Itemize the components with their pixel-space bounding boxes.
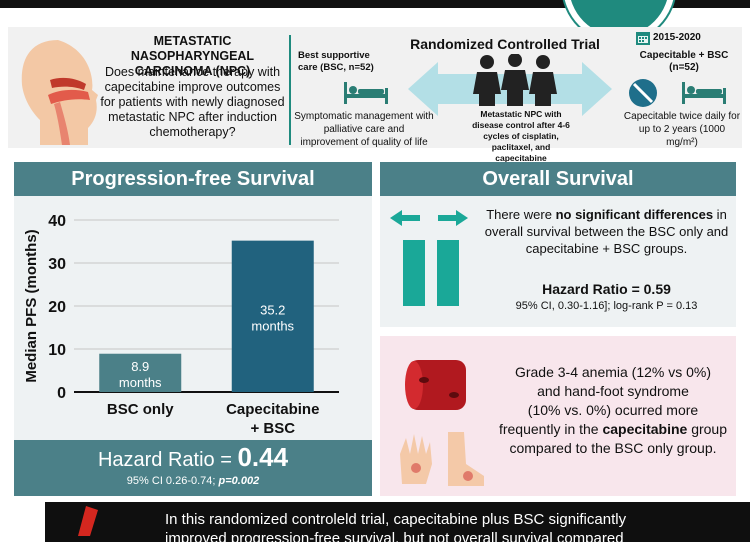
y-tick-label: 20 xyxy=(48,299,66,316)
y-axis-label: Median PFS (months) xyxy=(23,229,40,382)
y-tick-label: 30 xyxy=(48,256,66,273)
os-ci: 95% CI, 0.30-1.16]; log-rank P = 0.13 xyxy=(515,300,698,312)
pfs-ci: 95% CI 0.26-0.74; xyxy=(126,475,219,487)
hospital-bed-icon xyxy=(682,82,726,104)
people-group-icon xyxy=(473,54,557,106)
bar-unit-label: months xyxy=(251,318,294,333)
pfs-title: Progression-free Survival xyxy=(14,162,372,196)
rct-title: Randomized Controlled Trial xyxy=(410,36,600,52)
header-divider xyxy=(289,35,291,145)
pfs-hr-value: 0.44 xyxy=(237,442,289,472)
bar-unit-label: months xyxy=(119,375,162,390)
conclusion-line-2: improved progression-free survival, but … xyxy=(165,530,624,547)
os-title: Overall Survival xyxy=(380,162,736,196)
x-tick-label: Capecitabine xyxy=(226,401,319,418)
y-tick-label: 10 xyxy=(48,342,66,359)
pill-icon xyxy=(629,79,657,107)
head-profile-icon xyxy=(21,40,98,145)
conclusion-line-1: In this randomized controleld trial, cap… xyxy=(165,511,627,528)
blood-vessel-icon xyxy=(405,360,466,410)
os-hr: Hazard Ratio = 0.59 xyxy=(542,281,671,297)
pfs-bar xyxy=(231,240,314,392)
y-tick-label: 40 xyxy=(48,213,66,230)
pfs-hr-label: Hazard Ratio = xyxy=(97,449,238,471)
ae-anemia: Grade 3-4 anemia (12% vs 0%) xyxy=(514,364,712,380)
pfs-hr-box: Hazard Ratio = 0.44 95% CI 0.26-0.74; p=… xyxy=(14,440,372,496)
bsc-arm-desc: Symptomatic management with palliative c… xyxy=(294,111,434,148)
y-tick-label: 0 xyxy=(57,385,66,402)
cap-arm-desc: Capecitable twice daily for up to 2 year… xyxy=(623,111,741,148)
header-panel xyxy=(8,27,742,148)
pfs-hr-line: Hazard Ratio = 0.44 xyxy=(14,443,372,474)
ae-capecitabine: capecitabine xyxy=(602,421,688,437)
x-tick-label: + BSC xyxy=(250,420,295,437)
x-tick-label: BSC only xyxy=(107,401,174,418)
bsc-arm-label: Best supportive care (BSC, n=52) xyxy=(298,50,374,73)
pfs-bar xyxy=(99,353,182,392)
years: 2015-2020 xyxy=(653,32,701,43)
hand-foot-icon xyxy=(400,432,484,486)
bar-value-label: 8.9 xyxy=(131,359,149,374)
ae-hand-foot: and hand-foot syndrome xyxy=(537,383,689,399)
ae-text-mid: ocurred more frequently in the xyxy=(498,402,699,437)
comparison-arrows-icon xyxy=(390,210,468,306)
os-text-pre: There were xyxy=(486,207,556,222)
pfs-p: p=0.002 xyxy=(218,475,260,487)
warning-icon xyxy=(78,506,98,536)
hospital-bed-icon xyxy=(344,82,388,104)
population-desc: Metastatic NPC with disease control afte… xyxy=(472,109,570,163)
os-text-bold: no significant differences xyxy=(555,207,714,222)
os-text-post: in overall survival between the BSC only… xyxy=(484,207,729,256)
cap-arm-label: Capecitable + BSC (n=52) xyxy=(639,50,729,73)
conclusion-bar xyxy=(45,502,750,542)
question-text: Does maintenance therapy with capecitabi… xyxy=(100,65,285,139)
question-title: METASTATIC NASOPHARYNGEAL CARCINOMA (NPC… xyxy=(130,34,255,78)
bar-value-label: 35.2 xyxy=(260,302,285,317)
top-bar xyxy=(0,0,750,8)
ae-text-end: group compared to the BSC only group. xyxy=(509,421,728,456)
os-description: There were no significant differences in… xyxy=(484,206,729,257)
calendar-icon xyxy=(636,32,650,45)
pfs-ci-line: 95% CI 0.26-0.74; p=0.002 xyxy=(14,474,372,488)
adverse-events-text: Grade 3-4 anemia (12% vs 0%) and hand-fo… xyxy=(496,363,730,458)
ae-hand-foot-rate: (10% vs. 0%) xyxy=(527,402,612,418)
